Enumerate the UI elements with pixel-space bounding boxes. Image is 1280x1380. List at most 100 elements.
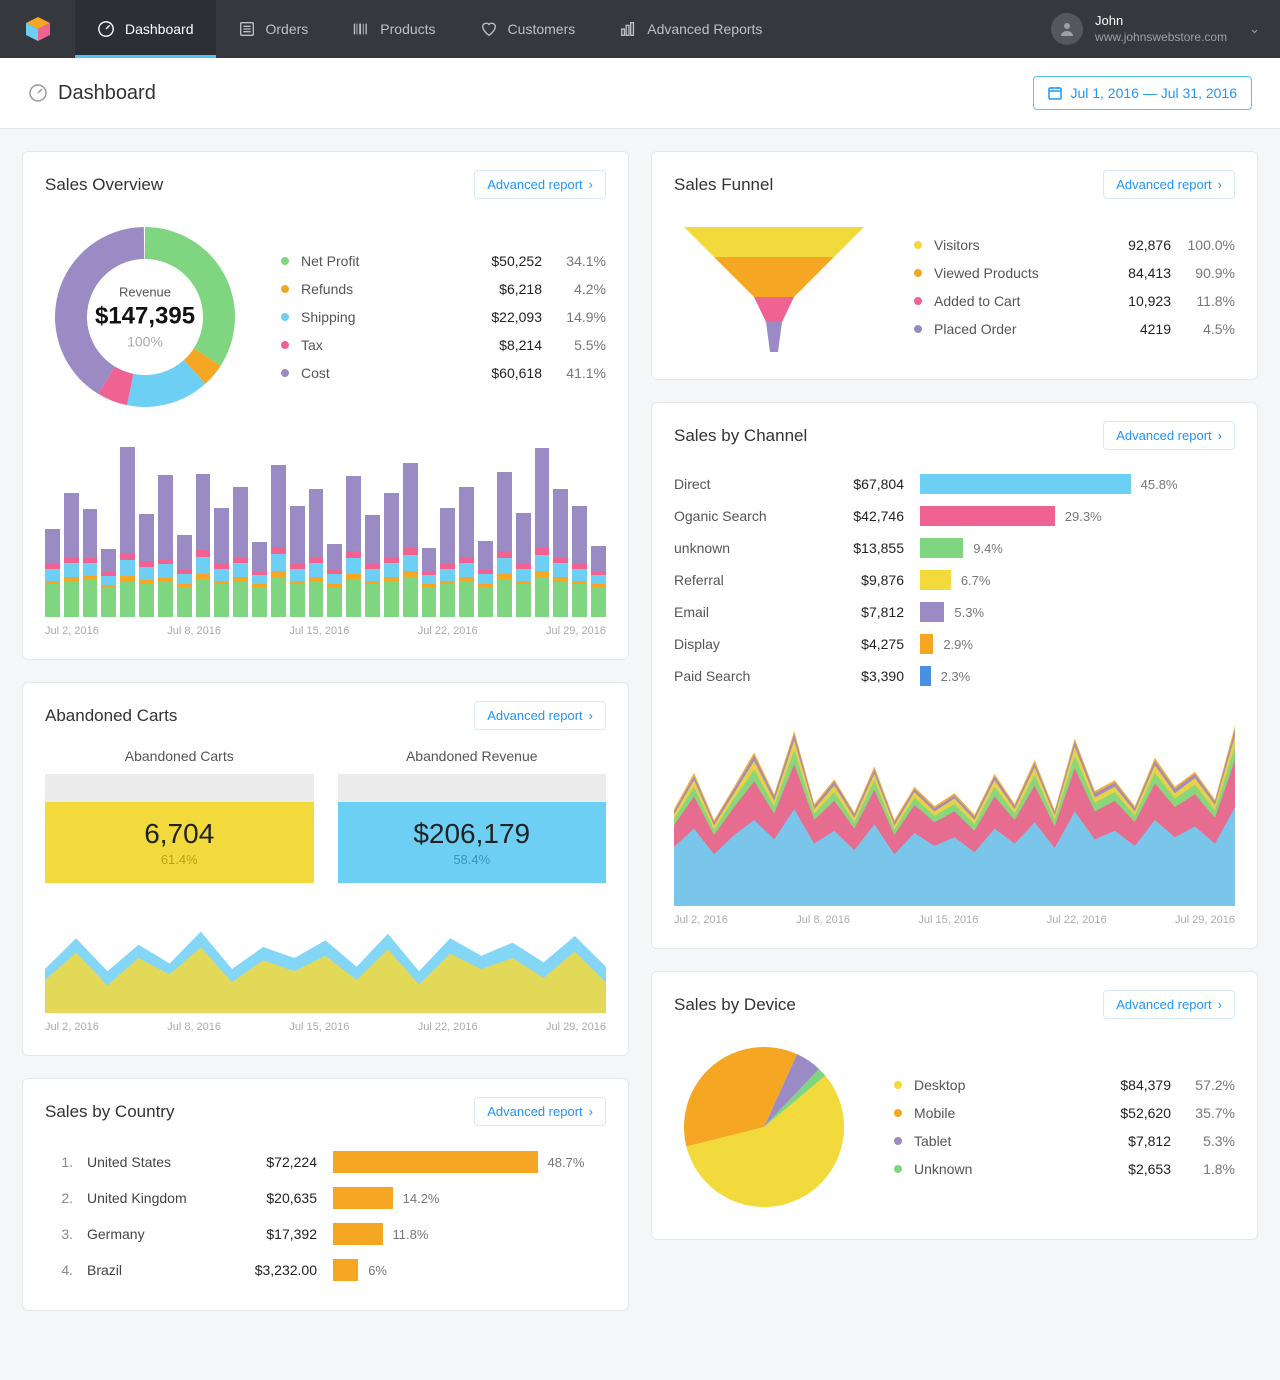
- logo[interactable]: [0, 0, 75, 58]
- device-legend: Desktop$84,37957.2%Mobile$52,62035.7%Tab…: [894, 1071, 1235, 1183]
- bar: [516, 513, 531, 617]
- user-url: www.johnswebstore.com: [1095, 30, 1227, 46]
- sales-by-channel-card: Sales by Channel Advanced report › Direc…: [651, 402, 1258, 949]
- calendar-icon: [1048, 86, 1062, 100]
- funnel-chart: [674, 217, 874, 357]
- donut-legend: Net Profit$50,25234.1%Refunds$6,2184.2%S…: [281, 247, 606, 387]
- legend-item: Viewed Products84,41390.9%: [914, 259, 1235, 287]
- nav-orders[interactable]: Orders: [216, 0, 331, 58]
- barcode-icon: [352, 20, 370, 38]
- legend-item: Net Profit$50,25234.1%: [281, 247, 606, 275]
- legend-item: Tablet$7,8125.3%: [894, 1127, 1235, 1155]
- bar: [327, 544, 342, 617]
- heart-icon: [480, 20, 498, 38]
- chevron-right-icon: ›: [589, 708, 593, 723]
- stat-card: Abandoned Revenue$206,17958.4%: [338, 748, 607, 883]
- bar: [252, 542, 267, 617]
- bar: [422, 548, 437, 617]
- advanced-report-link[interactable]: Advanced report ›: [1103, 421, 1235, 450]
- donut-value: $147,395: [95, 303, 195, 331]
- bar: [591, 546, 606, 617]
- sales-funnel-card: Sales Funnel Advanced report › Visitors9…: [651, 151, 1258, 380]
- gauge-icon: [97, 20, 115, 38]
- user-name: John: [1095, 13, 1227, 30]
- country-row: 1.United States$72,22448.7%: [45, 1144, 606, 1180]
- abandoned-area-chart: [45, 903, 606, 1013]
- bar: [384, 493, 399, 617]
- bar: [139, 514, 154, 617]
- bar: [214, 508, 229, 617]
- chevron-down-icon: ⌄: [1249, 21, 1260, 37]
- sales-by-device-card: Sales by Device Advanced report › Deskto…: [651, 971, 1258, 1240]
- bar: [233, 487, 248, 617]
- user-info: John www.johnswebstore.com: [1095, 13, 1227, 45]
- channel-area-chart: [674, 716, 1235, 906]
- donut-label: Revenue: [95, 285, 195, 300]
- channel-row: Direct$67,80445.8%: [674, 468, 1235, 500]
- bar: [440, 508, 455, 617]
- legend-item: Added to Cart10,92311.8%: [914, 287, 1235, 315]
- stacked-bar-chart: [45, 447, 606, 617]
- nav-products[interactable]: Products: [330, 0, 457, 58]
- nav-dashboard[interactable]: Dashboard: [75, 0, 216, 58]
- card-title: Sales by Country: [45, 1102, 174, 1122]
- advanced-report-link[interactable]: Advanced report ›: [474, 701, 606, 730]
- card-title: Sales Funnel: [674, 175, 773, 195]
- bar: [497, 472, 512, 617]
- list-icon: [238, 20, 256, 38]
- nav-customers[interactable]: Customers: [458, 0, 598, 58]
- channel-row: unknown$13,8559.4%: [674, 532, 1235, 564]
- channel-row: Email$7,8125.3%: [674, 596, 1235, 628]
- bar: [158, 475, 173, 617]
- card-title: Sales Overview: [45, 175, 163, 195]
- advanced-report-link[interactable]: Advanced report ›: [474, 170, 606, 199]
- card-title: Sales by Channel: [674, 426, 807, 446]
- sales-by-country-card: Sales by Country Advanced report › 1.Uni…: [22, 1078, 629, 1311]
- legend-item: Cost$60,61841.1%: [281, 359, 606, 387]
- channel-row: Paid Search$3,3902.3%: [674, 660, 1235, 692]
- channel-row: Oganic Search$42,74629.3%: [674, 500, 1235, 532]
- bar: [403, 463, 418, 617]
- advanced-report-link[interactable]: Advanced report ›: [1103, 170, 1235, 199]
- date-range-text: Jul 1, 2016 — Jul 31, 2016: [1070, 85, 1237, 101]
- advanced-report-link[interactable]: Advanced report ›: [474, 1097, 606, 1126]
- user-menu[interactable]: John www.johnswebstore.com ⌄: [1031, 0, 1280, 58]
- bar: [478, 541, 493, 617]
- channel-row: Display$4,2752.9%: [674, 628, 1235, 660]
- sales-overview-card: Sales Overview Advanced report › Revenue…: [22, 151, 629, 660]
- date-range-picker[interactable]: Jul 1, 2016 — Jul 31, 2016: [1033, 76, 1252, 110]
- chevron-right-icon: ›: [1218, 428, 1222, 443]
- bar: [83, 509, 98, 617]
- bar: [346, 476, 361, 617]
- bar: [553, 489, 568, 617]
- chart-axis: Jul 2, 2016Jul 8, 2016Jul 15, 2016Jul 22…: [45, 1021, 606, 1033]
- legend-item: Visitors92,876100.0%: [914, 231, 1235, 259]
- country-row: 4.Brazil$3,232.006%: [45, 1252, 606, 1288]
- bar: [290, 506, 305, 617]
- legend-item: Unknown$2,6531.8%: [894, 1155, 1235, 1183]
- legend-item: Placed Order42194.5%: [914, 315, 1235, 343]
- bar: [309, 489, 324, 617]
- left-column: Sales Overview Advanced report › Revenue…: [22, 151, 629, 1311]
- legend-item: Tax$8,2145.5%: [281, 331, 606, 359]
- device-pie: [674, 1037, 854, 1217]
- chart-axis: Jul 2, 2016Jul 8, 2016Jul 15, 2016Jul 22…: [674, 914, 1235, 926]
- bar: [271, 465, 286, 617]
- legend-item: Mobile$52,62035.7%: [894, 1099, 1235, 1127]
- advanced-report-link[interactable]: Advanced report ›: [1103, 990, 1235, 1019]
- card-title: Abandoned Carts: [45, 706, 177, 726]
- legend-item: Desktop$84,37957.2%: [894, 1071, 1235, 1099]
- channel-row: Referral$9,8766.7%: [674, 564, 1235, 596]
- stat-card: Abandoned Carts6,70461.4%: [45, 748, 314, 883]
- revenue-donut: Revenue $147,395 100%: [45, 217, 245, 417]
- nav-advanced-reports[interactable]: Advanced Reports: [597, 0, 784, 58]
- legend-item: Refunds$6,2184.2%: [281, 275, 606, 303]
- chevron-right-icon: ›: [1218, 177, 1222, 192]
- bar: [196, 474, 211, 617]
- bar: [459, 487, 474, 617]
- bar: [101, 549, 116, 617]
- page-header: Dashboard Jul 1, 2016 — Jul 31, 2016: [0, 58, 1280, 129]
- avatar: [1051, 13, 1083, 45]
- page-title: Dashboard: [58, 82, 156, 105]
- main-content: Sales Overview Advanced report › Revenue…: [0, 129, 1280, 1333]
